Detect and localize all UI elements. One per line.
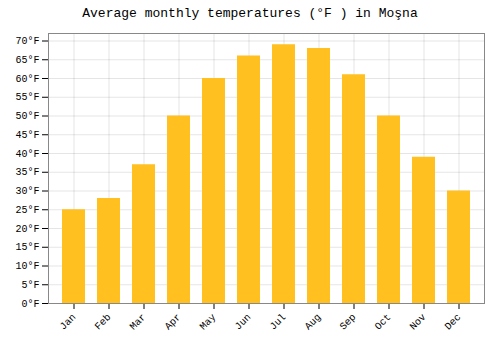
svg-text:50°F: 50°F <box>15 111 39 122</box>
svg-text:45°F: 45°F <box>15 130 39 141</box>
svg-text:0°F: 0°F <box>21 299 39 310</box>
svg-text:Jun: Jun <box>233 312 254 333</box>
html-text:Average monthly temperatures (: Average monthly temperatures (°F ) in Mo… <box>82 6 418 21</box>
svg-text:Dec: Dec <box>443 312 464 333</box>
svg-text:60°F: 60°F <box>15 74 39 85</box>
svg-text:Aug: Aug <box>303 312 324 333</box>
svg-text:25°F: 25°F <box>15 205 39 216</box>
svg-text:40°F: 40°F <box>15 149 39 160</box>
svg-text:Apr: Apr <box>163 312 184 333</box>
svg-text:15°F: 15°F <box>15 242 39 253</box>
svg-text:Feb: Feb <box>93 312 114 333</box>
svg-text:Jan: Jan <box>58 312 79 333</box>
svg-text:Jul: Jul <box>268 312 289 333</box>
svg-text:Sep: Sep <box>338 312 359 333</box>
svg-text:10°F: 10°F <box>15 261 39 272</box>
svg-text:30°F: 30°F <box>15 186 39 197</box>
svg-text:65°F: 65°F <box>15 55 39 66</box>
svg-text:55°F: 55°F <box>15 92 39 103</box>
svg-text:Mar: Mar <box>128 312 149 333</box>
svg-text:35°F: 35°F <box>15 167 39 178</box>
svg-text:70°F: 70°F <box>15 36 39 47</box>
svg-text:20°F: 20°F <box>15 224 39 235</box>
svg-text:5°F: 5°F <box>21 280 39 291</box>
svg-text:May: May <box>198 312 219 333</box>
svg-text:Nov: Nov <box>408 312 429 333</box>
svg-text:Oct: Oct <box>373 312 394 333</box>
